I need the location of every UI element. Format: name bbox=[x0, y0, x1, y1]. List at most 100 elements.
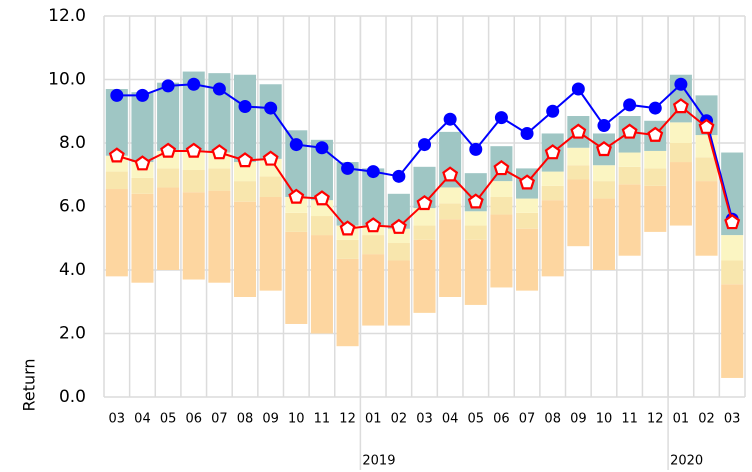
x-tick-label: 05 bbox=[468, 412, 485, 427]
bar-segment bbox=[618, 152, 641, 167]
y-tick-label: 4.0 bbox=[59, 260, 86, 280]
y-tick-label: 10.0 bbox=[48, 70, 86, 90]
bar-segment bbox=[464, 239, 487, 305]
bar-segment bbox=[541, 171, 564, 186]
point bbox=[597, 119, 611, 133]
bar-segment bbox=[182, 192, 205, 280]
bar-segment bbox=[592, 181, 616, 199]
bar-segment bbox=[567, 147, 590, 166]
x-tick-label: 11 bbox=[314, 412, 331, 427]
point bbox=[187, 77, 201, 91]
point bbox=[519, 174, 536, 190]
bar-segment bbox=[695, 157, 718, 182]
bar-segment bbox=[464, 211, 487, 226]
x-tick-label: 07 bbox=[519, 412, 536, 427]
bar-segment bbox=[439, 187, 462, 204]
point bbox=[416, 194, 433, 211]
bar-segment bbox=[310, 139, 333, 201]
bar-segment bbox=[516, 228, 539, 291]
point bbox=[212, 82, 226, 96]
bar-segment bbox=[131, 193, 154, 283]
x-tick-label: 10 bbox=[596, 412, 613, 427]
bar-segment bbox=[695, 181, 718, 256]
x-tick-label: 09 bbox=[570, 412, 587, 427]
point bbox=[339, 220, 356, 236]
point bbox=[494, 111, 508, 125]
point bbox=[341, 161, 355, 175]
point bbox=[288, 188, 305, 204]
bar-segment bbox=[259, 176, 282, 197]
x-tick-label: 02 bbox=[391, 412, 408, 427]
bar-segment bbox=[105, 189, 128, 277]
point bbox=[289, 138, 303, 152]
bar-segment bbox=[721, 284, 744, 378]
x-tick-label: 10 bbox=[288, 412, 305, 427]
point bbox=[134, 155, 151, 171]
point bbox=[674, 77, 688, 91]
bar-segment bbox=[516, 212, 539, 229]
point bbox=[442, 166, 459, 182]
point bbox=[672, 98, 689, 114]
bar-segment bbox=[592, 198, 616, 270]
bar-segment bbox=[157, 82, 180, 151]
bar-segment bbox=[285, 231, 308, 324]
point bbox=[185, 142, 202, 158]
bar-segment bbox=[669, 143, 692, 163]
point bbox=[237, 152, 253, 168]
bar-segment bbox=[131, 177, 154, 194]
point bbox=[110, 88, 124, 102]
point bbox=[365, 217, 382, 233]
bar-segment bbox=[464, 225, 487, 240]
point bbox=[161, 79, 175, 93]
bar-segment bbox=[259, 196, 282, 291]
bar-segment bbox=[413, 239, 436, 313]
point bbox=[262, 150, 279, 166]
point bbox=[647, 126, 664, 142]
point bbox=[313, 190, 330, 206]
point bbox=[623, 98, 637, 112]
bar-segment bbox=[362, 168, 385, 226]
bar-segment bbox=[721, 260, 744, 285]
point bbox=[648, 101, 662, 115]
bar-segment bbox=[644, 150, 667, 169]
point bbox=[418, 138, 431, 152]
point bbox=[544, 144, 561, 160]
x-tick-label: 09 bbox=[262, 412, 279, 427]
y-tick-label: 12.0 bbox=[48, 6, 86, 26]
bar-segment bbox=[233, 74, 257, 163]
point bbox=[724, 214, 741, 230]
bar-segment bbox=[131, 92, 154, 163]
point bbox=[467, 193, 484, 209]
bar-segment bbox=[618, 166, 641, 185]
x-tick-label: 01 bbox=[673, 412, 690, 427]
point bbox=[366, 165, 380, 179]
bar-segment bbox=[387, 228, 410, 244]
point bbox=[135, 88, 149, 102]
bar-segment bbox=[541, 200, 564, 277]
bar-segment bbox=[592, 165, 616, 182]
point bbox=[570, 123, 587, 139]
x-tick-label: 04 bbox=[442, 412, 459, 427]
point bbox=[469, 142, 483, 156]
bar-segment bbox=[233, 162, 257, 182]
bar-segment bbox=[182, 71, 205, 151]
bar-segment bbox=[336, 162, 359, 226]
bar-segment bbox=[413, 208, 436, 226]
point bbox=[238, 99, 252, 113]
x-tick-label: 12 bbox=[647, 412, 664, 427]
x-tick-label: 06 bbox=[493, 412, 510, 427]
x-tick-label: 06 bbox=[185, 412, 202, 427]
x-tick-label: 08 bbox=[237, 412, 254, 427]
point bbox=[698, 118, 715, 134]
point bbox=[596, 140, 612, 157]
bar-segment bbox=[387, 243, 410, 261]
point bbox=[211, 144, 228, 160]
x-tick-label: 05 bbox=[160, 412, 177, 427]
year-label: 2020 bbox=[670, 454, 703, 469]
bar-segment bbox=[233, 201, 257, 297]
x-tick-label: 11 bbox=[621, 412, 638, 427]
bar-segment bbox=[387, 260, 410, 326]
y-tick-label: 2.0 bbox=[59, 324, 86, 344]
y-tick-label: 6.0 bbox=[59, 197, 86, 217]
